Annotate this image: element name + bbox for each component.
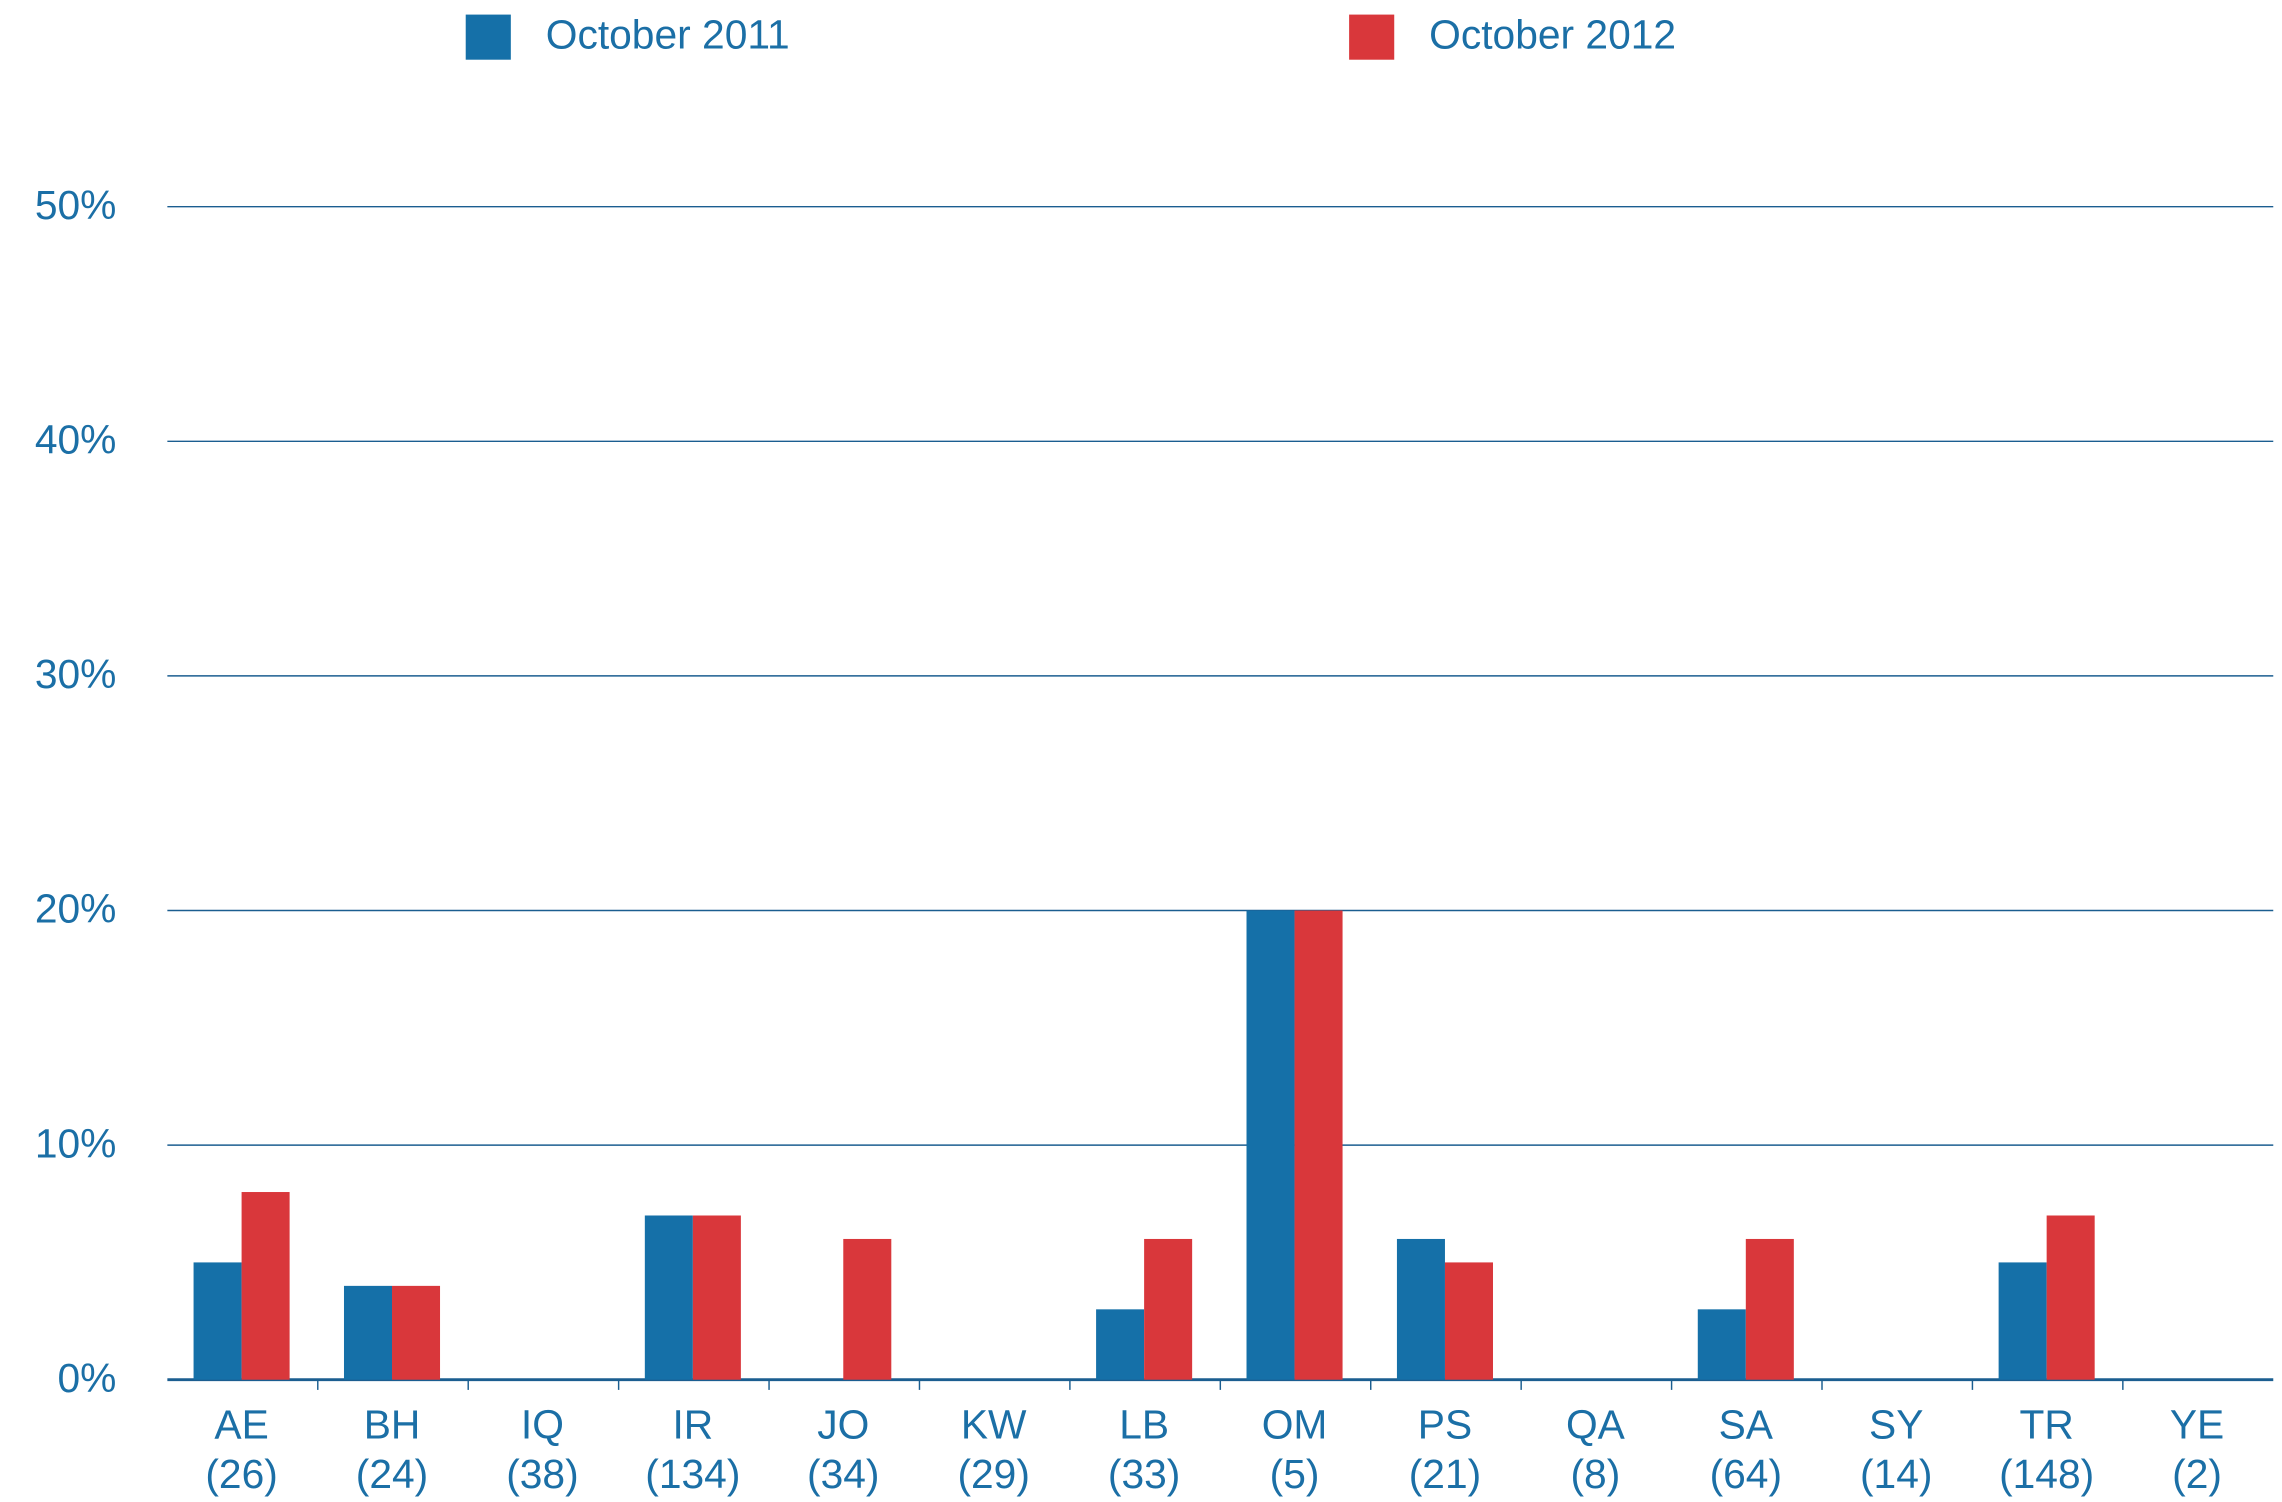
- x-tick-label: (2): [2172, 1451, 2222, 1497]
- x-tick-label: YE: [2170, 1402, 2224, 1448]
- legend-label: October 2012: [1429, 12, 1676, 58]
- bar: [1246, 910, 1295, 1380]
- x-tick-label: (26): [205, 1451, 277, 1497]
- bar: [1294, 910, 1343, 1380]
- x-tick-label: (134): [645, 1451, 740, 1497]
- y-tick-label: 0%: [58, 1355, 117, 1401]
- x-tick-label: (33): [1108, 1451, 1180, 1497]
- bar: [193, 1262, 242, 1380]
- x-tick-label: (21): [1409, 1451, 1481, 1497]
- legend-label: October 2011: [546, 12, 790, 58]
- legend-swatch: [465, 14, 511, 60]
- y-tick-label: 10%: [35, 1120, 117, 1166]
- x-tick-label: (29): [957, 1451, 1029, 1497]
- x-tick-label: LB: [1119, 1402, 1169, 1448]
- bar: [1096, 1309, 1145, 1380]
- y-tick-label: 40%: [35, 417, 117, 463]
- x-tick-label: (64): [1710, 1451, 1782, 1497]
- bar: [644, 1215, 693, 1380]
- bar: [1396, 1238, 1445, 1380]
- y-tick-label: 50%: [35, 182, 117, 228]
- bar: [692, 1215, 741, 1380]
- x-tick-label: (5): [1270, 1451, 1320, 1497]
- legend-swatch: [1349, 14, 1395, 60]
- x-tick-label: (34): [807, 1451, 879, 1497]
- y-tick-label: 20%: [35, 886, 117, 932]
- bar: [241, 1192, 290, 1380]
- x-tick-label: (8): [1570, 1451, 1620, 1497]
- bar: [1444, 1262, 1493, 1380]
- x-tick-label: QA: [1566, 1402, 1626, 1448]
- x-tick-label: IR: [672, 1402, 713, 1448]
- bar: [2046, 1215, 2095, 1380]
- x-tick-label: SY: [1869, 1402, 1923, 1448]
- bar: [1697, 1309, 1746, 1380]
- bar: [343, 1285, 393, 1380]
- x-tick-label: JO: [817, 1402, 869, 1448]
- x-tick-label: (14): [1860, 1451, 1932, 1497]
- x-tick-label: (24): [356, 1451, 428, 1497]
- bar: [843, 1238, 892, 1380]
- x-tick-label: (38): [506, 1451, 578, 1497]
- bar: [1745, 1238, 1794, 1380]
- x-tick-label: SA: [1719, 1402, 1774, 1448]
- x-tick-label: AE: [214, 1402, 268, 1448]
- x-tick-label: PS: [1418, 1402, 1472, 1448]
- x-tick-label: TR: [2019, 1402, 2073, 1448]
- x-tick-label: OM: [1262, 1402, 1328, 1448]
- bar: [1998, 1262, 2047, 1380]
- x-tick-label: BH: [364, 1402, 421, 1448]
- x-tick-label: KW: [961, 1402, 1027, 1448]
- bar: [1144, 1238, 1193, 1380]
- y-tick-label: 30%: [35, 651, 117, 697]
- x-tick-label: IQ: [521, 1402, 564, 1448]
- bar: [392, 1285, 441, 1380]
- x-tick-label: (148): [1999, 1451, 2094, 1497]
